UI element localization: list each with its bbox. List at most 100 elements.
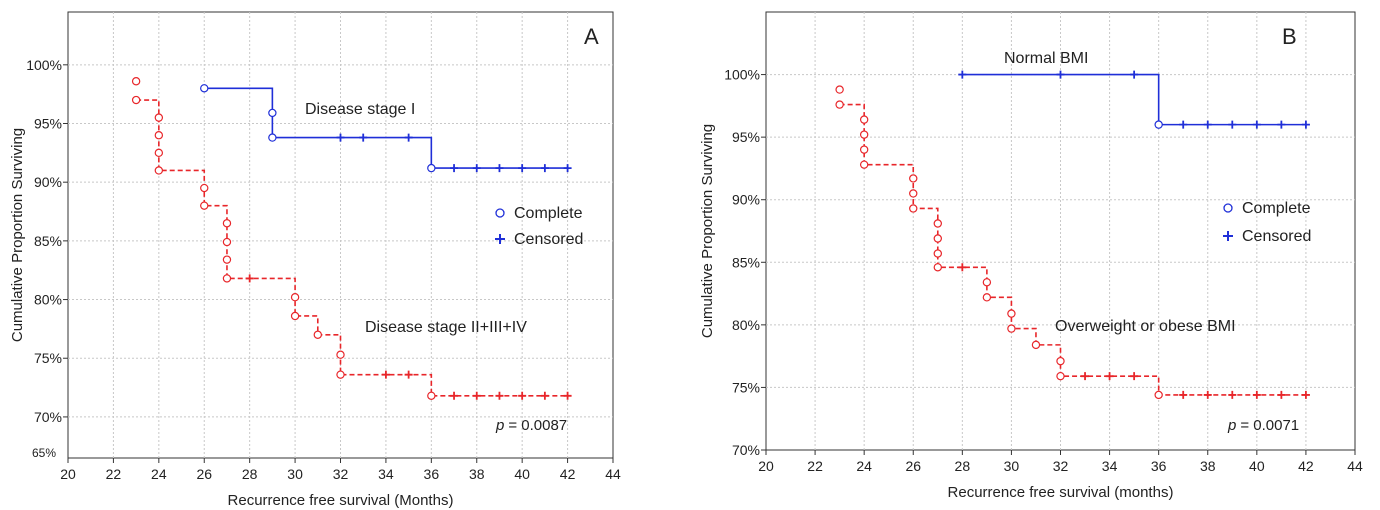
complete-marker [1007,309,1016,318]
censored-marker [563,391,572,400]
complete-marker [336,370,345,379]
censored-marker [404,370,413,379]
x-tick-label: 36 [424,466,440,482]
legend-complete-icon [495,208,505,218]
complete-marker [909,174,918,183]
x-tick-label: 38 [1200,458,1216,474]
series-label: Overweight or obese BMI [1055,318,1236,335]
censored-marker [1179,390,1188,399]
x-tick-label: 28 [955,458,971,474]
x-tick-label: 24 [151,466,167,482]
complete-marker [268,108,277,118]
complete-marker [200,84,209,93]
complete-marker [290,293,300,302]
x-tick-label: 22 [106,466,122,482]
complete-marker [336,350,345,359]
censored-marker [958,70,967,79]
x-tick-label: 38 [469,466,485,482]
censored-marker [958,263,967,272]
complete-marker [131,95,141,105]
censored-marker [359,133,368,142]
complete-marker [154,166,164,175]
legend-complete-label: Complete [1242,200,1311,217]
censored-marker [1179,120,1188,129]
km-chart-a: 20 22 24 26 28 30 32 34 36 38 40 42 44 65% 70% 75% 80% 85… [9,11,621,509]
x-tick-label: 40 [514,466,530,482]
complete-marker [933,234,942,243]
km-chart-b: 20 22 24 26 28 30 32 34 36 38 40 42 44 70% 75% 80% 85% 90… [699,11,1363,501]
censored-marker [404,133,413,142]
complete-marker [933,263,942,272]
x-tick-label: 42 [560,466,576,482]
y-tick-label: 100% [26,57,62,73]
censored-marker [1277,120,1286,129]
complete-marker [859,160,869,169]
p-value-text: = 0.0071 [1240,417,1299,434]
censored-marker [1301,120,1310,129]
y-tick-label: 70% [34,409,62,425]
complete-marker [933,249,942,258]
p-value-symbol: p [495,417,504,434]
censored-marker [472,391,481,400]
censored-marker [450,391,459,400]
censored-marker [540,164,549,173]
p-value-text: = 0.0087 [508,417,567,434]
x-tick-label: 26 [905,458,921,474]
p-value-annotation: p = 0.0071 [1227,417,1299,434]
series-label: Disease stage I [305,101,415,118]
complete-marker [1031,340,1041,350]
y-axis-title: Cumulative Proportion Surviving [9,128,26,342]
x-tick-label: 24 [856,458,872,474]
complete-marker [154,131,164,140]
x-tick-label: 32 [1053,458,1069,474]
y-tick-label: 65% [32,446,56,460]
complete-marker [835,85,844,94]
censored-marker [1203,120,1212,129]
survival-curve [839,103,1306,396]
censored-marker [381,370,390,379]
panel-label: B [1282,24,1297,49]
x-tick-label: 30 [287,466,303,482]
complete-marker [982,293,992,302]
censored-marker [1130,372,1139,381]
complete-marker [859,130,869,139]
complete-marker [1056,356,1065,366]
y-axis-title: Cumulative Proportion Surviving [699,124,716,338]
complete-marker [909,189,918,198]
censored-marker [563,164,572,173]
x-tick-label: 44 [605,466,621,482]
series-label: Normal BMI [1004,50,1088,67]
complete-marker [859,145,869,154]
complete-marker [154,113,164,122]
complete-marker [1154,120,1163,129]
censored-marker [540,391,549,400]
series-label: Disease stage II+III+IV [365,319,527,336]
complete-marker [1154,390,1163,400]
censored-marker [1228,120,1237,129]
chart-panel-a: 20 22 24 26 28 30 32 34 36 38 40 42 44 65% 70% 75% 80% 85… [9,11,621,509]
censored-marker [245,274,254,283]
complete-marker [933,219,942,228]
legend-complete-label: Complete [514,205,583,222]
complete-marker [200,201,209,210]
complete-marker [290,311,300,321]
complete-marker [909,204,918,213]
censored-marker [336,133,345,142]
censored-marker [450,164,459,173]
censored-marker [1105,372,1114,381]
y-tick-label: 95% [34,116,62,132]
plot-area [67,11,614,459]
x-tick-label: 40 [1249,458,1265,474]
legend-complete-icon [1223,203,1233,213]
censored-marker [495,164,504,173]
x-tick-label: 34 [378,466,394,482]
censored-marker [472,164,481,173]
complete-marker [268,133,277,142]
complete-marker [131,77,141,86]
complete-marker [427,163,436,173]
censored-marker [1203,390,1212,399]
x-tick-label: 36 [1151,458,1167,474]
complete-marker [859,115,869,124]
censored-marker [1252,120,1261,129]
complete-marker [313,330,322,339]
